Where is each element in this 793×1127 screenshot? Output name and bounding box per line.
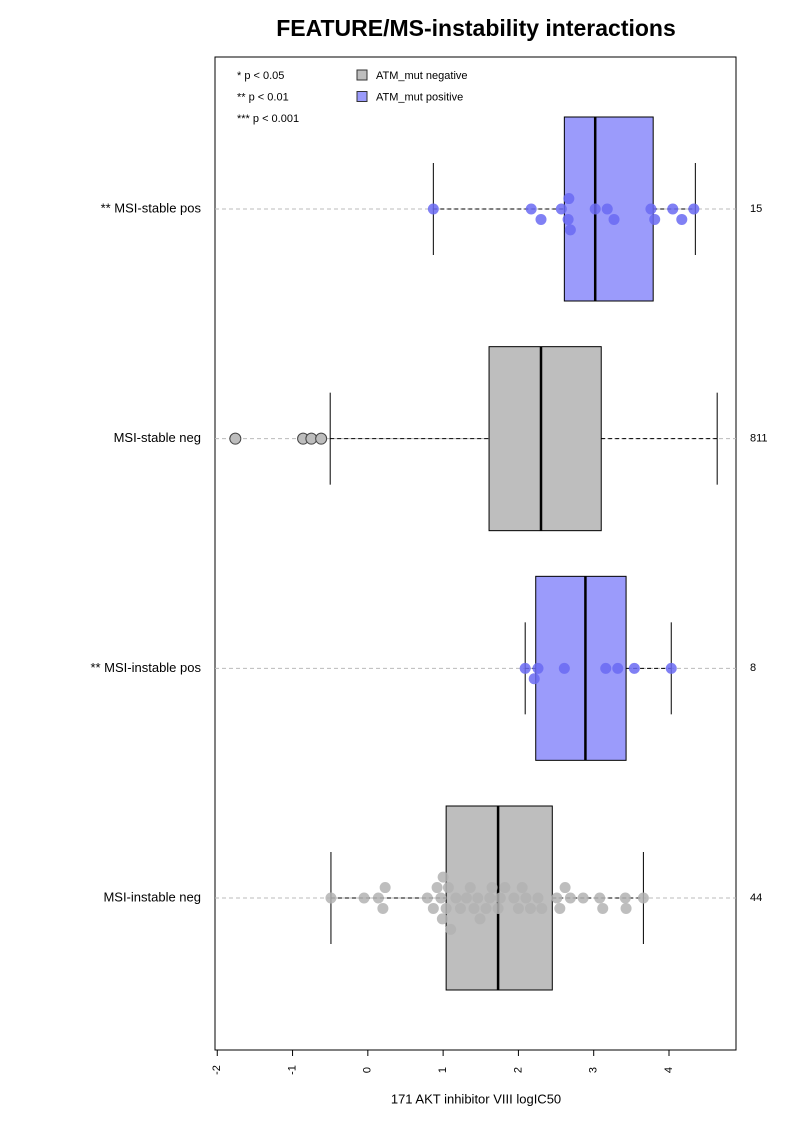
data-point — [608, 213, 620, 225]
legend-label: ATM_mut negative — [376, 70, 468, 82]
data-point — [559, 882, 571, 894]
data-point — [516, 882, 528, 894]
data-point — [379, 882, 391, 894]
data-point — [442, 882, 454, 894]
data-point — [494, 892, 506, 904]
data-point — [480, 902, 492, 914]
data-point — [460, 892, 472, 904]
data-point — [427, 203, 439, 215]
group-count: 8 — [750, 662, 756, 674]
data-point — [601, 203, 613, 215]
data-point — [594, 892, 606, 904]
data-point — [436, 913, 448, 925]
legend-swatch — [356, 69, 368, 81]
legend-label: ATM_mut positive — [376, 91, 463, 103]
data-point — [499, 882, 511, 894]
data-point — [472, 892, 484, 904]
x-tick-label: -2 — [211, 1065, 223, 1075]
data-point — [454, 902, 466, 914]
x-tick-label: 4 — [663, 1067, 675, 1073]
significance-note: * p < 0.05 — [237, 70, 284, 82]
legend-swatch — [356, 91, 368, 102]
data-point — [435, 892, 447, 904]
data-point — [558, 662, 570, 674]
data-point — [421, 892, 433, 904]
data-point — [519, 662, 531, 674]
data-point — [589, 203, 601, 215]
data-point — [520, 892, 532, 904]
significance-note: *** p < 0.001 — [237, 113, 299, 125]
data-point — [372, 892, 384, 904]
data-point — [563, 193, 575, 205]
data-point — [508, 892, 520, 904]
x-tick-label: 3 — [588, 1067, 600, 1073]
data-point — [649, 213, 661, 225]
group-count: 44 — [750, 892, 762, 904]
data-point — [535, 213, 547, 225]
data-point — [464, 882, 476, 894]
significance-note: ** p < 0.01 — [237, 91, 289, 103]
data-point — [554, 902, 566, 914]
x-tick-label: 0 — [362, 1067, 374, 1073]
data-point — [536, 902, 548, 914]
outlier-point — [229, 432, 242, 445]
category-label: MSI-instable neg — [103, 889, 201, 904]
data-point — [564, 224, 576, 236]
data-point — [492, 902, 504, 914]
box — [488, 346, 602, 532]
group-count: 15 — [750, 203, 762, 215]
data-point — [474, 913, 486, 925]
data-point — [628, 662, 640, 674]
category-label: ** MSI-stable pos — [101, 200, 202, 215]
category-label: ** MSI-instable pos — [90, 660, 201, 675]
x-tick-label: -1 — [286, 1065, 298, 1075]
data-point — [577, 892, 589, 904]
data-point — [325, 892, 337, 904]
x-tick-label: 2 — [512, 1067, 524, 1073]
category-label: MSI-stable neg — [114, 430, 201, 445]
data-point — [525, 203, 537, 215]
data-point — [551, 892, 563, 904]
data-point — [484, 892, 496, 904]
data-point — [619, 892, 631, 904]
data-point — [688, 203, 700, 215]
data-point — [358, 892, 370, 904]
data-point — [555, 203, 567, 215]
data-point — [637, 892, 649, 904]
data-point — [486, 882, 498, 894]
data-point — [524, 902, 536, 914]
x-axis-label: 171 AKT inhibitor VIII logIC50 — [391, 1091, 561, 1106]
data-point — [437, 871, 449, 883]
data-point — [445, 923, 457, 935]
data-point — [645, 203, 657, 215]
data-point — [528, 673, 540, 685]
data-point — [450, 892, 462, 904]
data-point — [377, 902, 389, 914]
group-count: 811 — [750, 433, 768, 445]
data-point — [612, 662, 624, 674]
x-tick-label: 1 — [437, 1067, 449, 1073]
data-point — [562, 213, 574, 225]
data-point — [600, 662, 612, 674]
data-point — [532, 662, 544, 674]
data-point — [431, 882, 443, 894]
data-point — [620, 902, 632, 914]
data-point — [427, 902, 439, 914]
data-point — [665, 662, 677, 674]
outlier-point — [315, 432, 328, 445]
data-point — [667, 203, 679, 215]
data-point — [676, 213, 688, 225]
chart-title: FEATURE/MS-instability interactions — [276, 15, 676, 41]
data-point — [512, 902, 524, 914]
data-point — [468, 902, 480, 914]
data-point — [440, 902, 452, 914]
data-point — [597, 902, 609, 914]
data-point — [532, 892, 544, 904]
data-point — [564, 892, 576, 904]
